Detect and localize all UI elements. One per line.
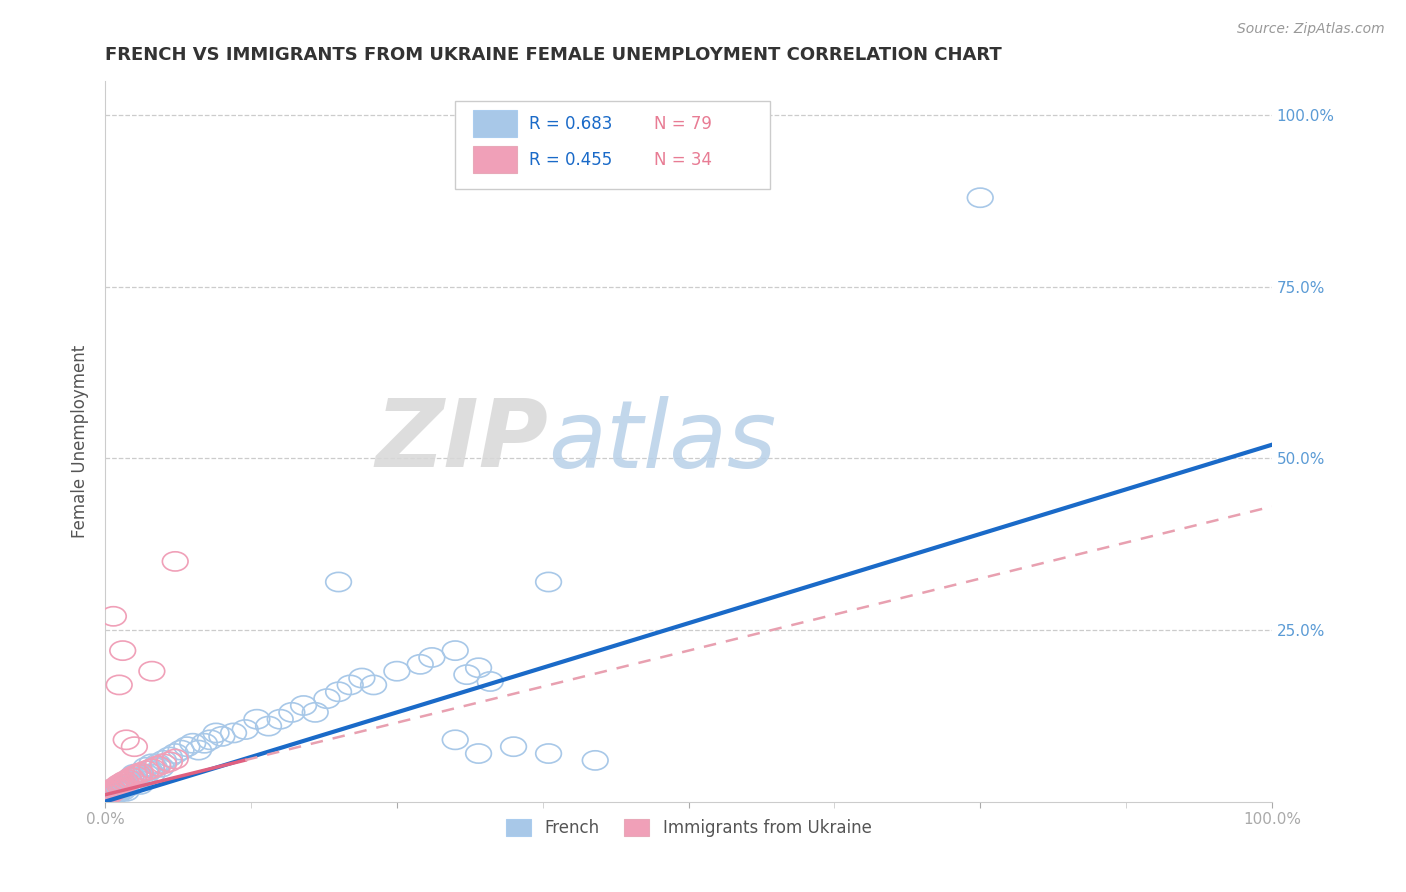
Text: R = 0.683: R = 0.683 — [529, 114, 612, 133]
Text: atlas: atlas — [548, 396, 776, 487]
Text: N = 34: N = 34 — [654, 151, 711, 169]
FancyBboxPatch shape — [472, 110, 517, 137]
Text: Source: ZipAtlas.com: Source: ZipAtlas.com — [1237, 22, 1385, 37]
Text: N = 79: N = 79 — [654, 114, 711, 133]
Y-axis label: Female Unemployment: Female Unemployment — [72, 344, 89, 538]
Text: ZIP: ZIP — [375, 395, 548, 487]
FancyBboxPatch shape — [456, 101, 770, 189]
FancyBboxPatch shape — [472, 146, 517, 173]
Legend: French, Immigrants from Ukraine: French, Immigrants from Ukraine — [499, 813, 879, 844]
Text: R = 0.455: R = 0.455 — [529, 151, 612, 169]
Text: FRENCH VS IMMIGRANTS FROM UKRAINE FEMALE UNEMPLOYMENT CORRELATION CHART: FRENCH VS IMMIGRANTS FROM UKRAINE FEMALE… — [105, 46, 1002, 64]
